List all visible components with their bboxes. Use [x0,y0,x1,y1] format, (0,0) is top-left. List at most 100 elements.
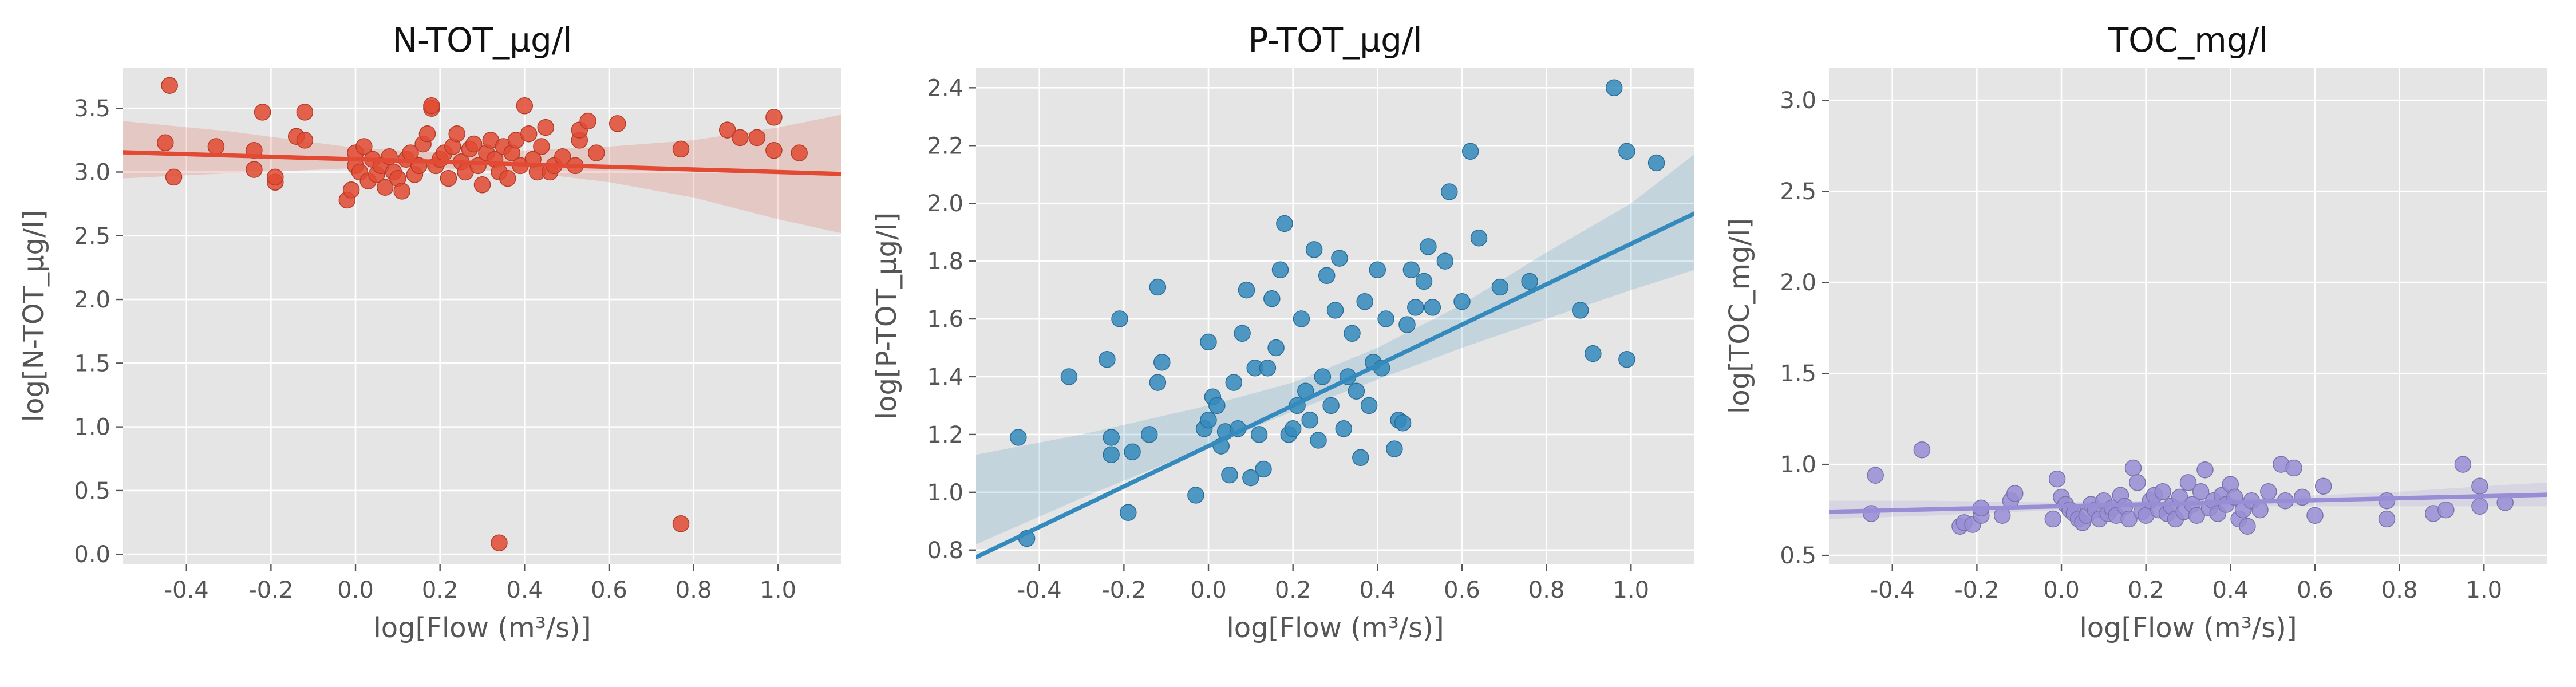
data-point [1322,397,1340,414]
data-point [491,534,508,551]
x-tick-label: 0.6 [591,577,627,603]
x-tick-label: 0.4 [2212,577,2249,603]
data-point [1267,339,1285,357]
regression-line [123,150,841,176]
data-point [672,140,690,158]
data-point [1221,466,1238,484]
data-point [1124,443,1141,460]
data-point [609,115,626,132]
plot-marks [123,77,841,551]
y-tick-label: 0.8 [927,538,963,564]
data-point [1259,360,1277,377]
data-point [1149,278,1167,296]
data-point [473,176,491,194]
data-point [499,169,516,187]
data-point [1255,460,1272,478]
y-tick-label: 1.5 [74,350,110,377]
data-point [2471,477,2488,495]
y-axis-label: log[N-TOT_µg/l] [18,210,50,422]
data-point [1187,487,1204,504]
data-point [1120,504,1137,521]
data-point [2378,510,2396,528]
x-tick-label: 0.0 [337,577,374,603]
data-point [2251,501,2269,519]
chart-title: P-TOT_µg/l [1248,21,1422,60]
data-point [1200,333,1217,351]
chart-panel-1: -0.4 -0.2 0.0 0.2 0.4 0.6 0.8 1.0 0.0 0.5 1.0 1.5 2.… [18,21,841,644]
data-point [1407,299,1424,316]
x-axis-label: log[Flow (m³/s)] [2079,612,2297,644]
data-point [1103,446,1120,463]
x-tick-label: 0.4 [507,577,543,603]
x-axis-label: log[Flow (m³/s)] [1226,612,1444,644]
data-point [448,125,465,143]
data-point [1153,353,1171,371]
data-point [1369,261,1386,279]
y-tick-label: 1.0 [927,480,963,506]
y-tick-label: 2.0 [74,287,110,313]
x-tick-label: -0.2 [1954,577,1999,603]
x-tick-label: 0.8 [675,577,712,603]
x-tick-label: 1.0 [760,577,796,603]
data-point [440,169,457,187]
chart-title: N-TOT_µg/l [393,21,572,60]
data-point [1010,429,1027,446]
data-point [418,125,436,143]
data-point [1242,469,1259,487]
data-point [2154,483,2171,500]
y-tick-label: 1.8 [927,248,963,275]
y-tick-label: 2.0 [927,191,963,217]
x-tick-label: 0.0 [2043,577,2080,603]
y-tick-label: 2.4 [927,75,963,101]
y-tick-label: 0.5 [74,478,110,504]
data-point [1318,267,1336,285]
data-point [465,135,483,153]
data-point [1571,302,1589,319]
y-tick-label: 1.4 [927,364,963,390]
data-point [1331,250,1348,267]
data-point [1352,449,1369,467]
data-point [423,97,440,114]
y-tick-label: 2.5 [1780,179,1816,205]
data-point [1398,316,1416,333]
data-point [1263,290,1281,307]
x-tick-label: 1.0 [1613,577,1649,603]
data-point [246,161,263,178]
data-point [1284,420,1302,437]
data-point [2196,461,2214,479]
x-tick-label: 0.8 [1528,577,1565,603]
data-point [1234,325,1251,342]
data-point [1250,426,1268,443]
data-point [1326,302,1344,319]
x-tick-label: -0.4 [1017,577,1062,603]
data-point [296,132,314,149]
data-point [1377,310,1394,327]
chart-title: TOC_mg/l [2108,21,2269,60]
data-point [748,129,766,147]
data-point [1420,238,1437,255]
data-point [1521,273,1538,290]
data-point [296,104,314,121]
data-point [588,144,605,161]
y-tick-label: 2.2 [927,133,963,159]
data-point [579,112,596,130]
data-point [1314,368,1332,385]
data-point [1605,79,1623,97]
data-point [157,134,174,152]
data-point [520,125,538,143]
data-point [2120,510,2138,528]
y-tick-label: 2.5 [74,223,110,250]
data-point [1647,154,1665,172]
data-point [2188,507,2206,524]
regression-line [976,211,1694,560]
y-tick-label: 1.0 [1780,452,1816,478]
data-point [2044,510,2062,528]
x-tick-label: 0.2 [2128,577,2164,603]
x-axis-label: log[Flow (m³/s)] [373,612,591,644]
data-point [672,515,690,532]
data-point [342,181,360,199]
data-point [533,138,550,155]
data-point [1208,397,1226,414]
data-point [254,104,271,121]
x-tick-label: 0.6 [2297,577,2333,603]
